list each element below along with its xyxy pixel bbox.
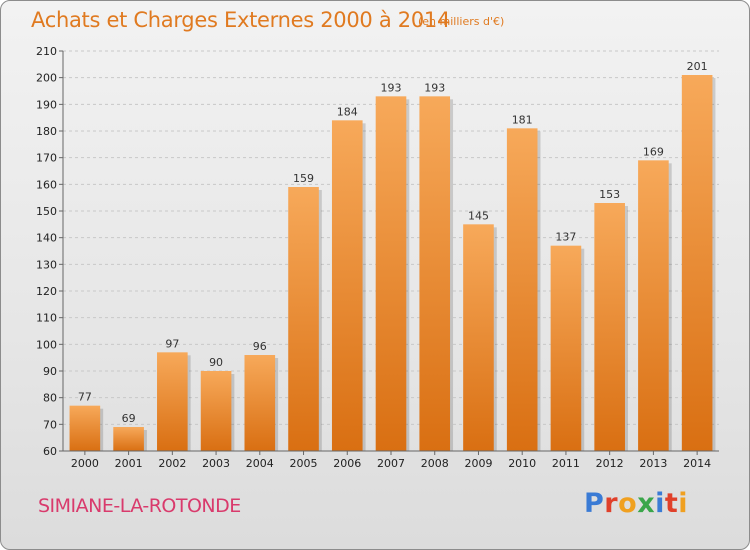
- y-tick-label: 180: [36, 125, 57, 138]
- x-tick-label: 2002: [158, 457, 186, 470]
- bar: [419, 96, 451, 451]
- y-tick-label: 90: [43, 365, 57, 378]
- bar-value-label: 145: [468, 209, 489, 222]
- bar: [506, 128, 538, 451]
- bar-value-label: 137: [555, 231, 576, 244]
- bar-value-label: 153: [599, 188, 620, 201]
- y-tick-label: 200: [36, 72, 57, 85]
- y-tick-label: 160: [36, 178, 57, 191]
- bar-value-label: 159: [293, 172, 314, 185]
- y-tick-label: 190: [36, 98, 57, 111]
- x-tick-label: 2001: [115, 457, 143, 470]
- bar: [463, 224, 494, 451]
- bar-value-label: 169: [643, 145, 664, 158]
- y-tick-label: 130: [36, 258, 57, 271]
- town-name: SIMIANE-LA-ROTONDE: [38, 495, 241, 517]
- y-tick-label: 60: [43, 445, 57, 458]
- bar: [550, 245, 582, 451]
- logo-letter: i: [655, 488, 665, 519]
- bar: [244, 355, 276, 451]
- logo-letter: x: [637, 488, 656, 519]
- axes: [59, 50, 719, 455]
- logo-letter: o: [618, 488, 638, 519]
- bar-value-label: 181: [512, 113, 533, 126]
- y-tick-label: 140: [36, 232, 57, 245]
- bar: [375, 96, 407, 451]
- bar-value-label: 96: [253, 340, 267, 353]
- bar-value-label: 97: [165, 337, 179, 350]
- x-tick-label: 2008: [421, 457, 449, 470]
- logo-letter: r: [604, 488, 619, 519]
- chart-subtitle: (en milliers d'€): [418, 15, 505, 28]
- chart-title: Achats et Charges Externes 2000 à 2014: [31, 8, 451, 32]
- x-tick-label: 2000: [71, 457, 99, 470]
- bar: [288, 187, 319, 451]
- bar: [157, 352, 188, 451]
- y-tick-label: 120: [36, 285, 57, 298]
- x-tick-label: 2013: [639, 457, 667, 470]
- bar: [331, 120, 363, 451]
- x-tick-label: 2010: [508, 457, 536, 470]
- x-tick-label: 2003: [202, 457, 230, 470]
- x-tick-label: 2006: [333, 457, 361, 470]
- proxiti-logo: Proxiti: [584, 488, 688, 519]
- bar: [681, 75, 713, 451]
- x-tick-label: 2011: [552, 457, 580, 470]
- x-tick-label: 2005: [290, 457, 318, 470]
- logo-letter: P: [584, 488, 605, 519]
- bar-value-label: 90: [209, 356, 223, 369]
- y-tick-label: 150: [36, 205, 57, 218]
- bar-value-label: 69: [122, 412, 136, 425]
- x-tick-label: 2007: [377, 457, 405, 470]
- bar-value-label: 201: [687, 60, 708, 73]
- bar-value-label: 193: [424, 81, 445, 94]
- y-tick-label: 100: [36, 338, 57, 351]
- bar-value-label: 193: [381, 81, 402, 94]
- x-tick-label: 2004: [246, 457, 274, 470]
- bars: [69, 75, 716, 452]
- bar: [69, 405, 101, 451]
- bar-value-label: 77: [78, 391, 92, 404]
- logo-letter: i: [678, 488, 689, 519]
- x-tick-label: 2012: [596, 457, 624, 470]
- bar: [638, 160, 669, 452]
- y-tick-label: 170: [36, 152, 57, 165]
- logo-letter: t: [664, 488, 679, 519]
- labels: 60 70 80 90 100 110 120 130 140 150 160 170 180 190 20…: [36, 45, 711, 470]
- x-tick-label: 2014: [683, 457, 711, 470]
- y-tick-label: 80: [43, 392, 57, 405]
- x-tick-label: 2009: [464, 457, 492, 470]
- y-tick-label: 70: [43, 418, 57, 431]
- bar: [594, 203, 625, 451]
- bar: [113, 427, 144, 451]
- y-tick-label: 110: [36, 312, 57, 325]
- bar-value-label: 184: [337, 105, 358, 118]
- bar: [200, 371, 232, 451]
- y-tick-label: 210: [36, 45, 57, 58]
